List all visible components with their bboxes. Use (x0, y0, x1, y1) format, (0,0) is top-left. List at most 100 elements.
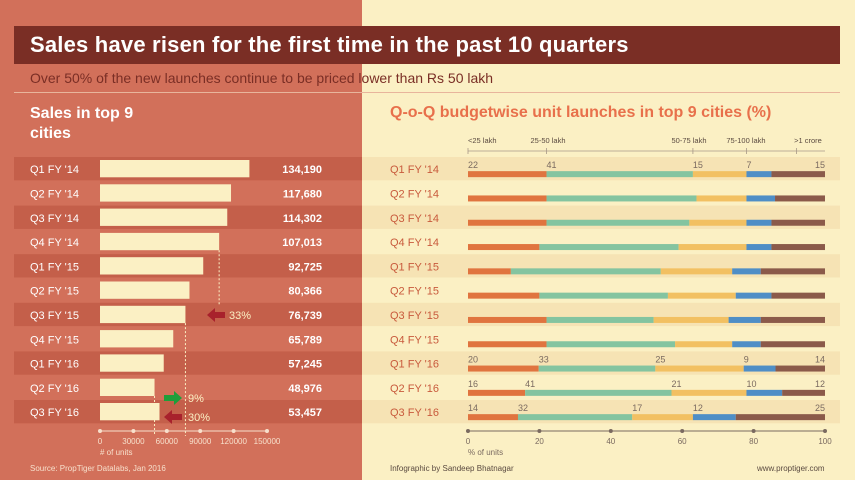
mix-segment (539, 292, 668, 299)
mix-x-tick-label: 80 (749, 437, 758, 446)
mix-category-label: Q3 FY '14 (390, 213, 439, 225)
mix-segment (468, 365, 539, 372)
sales-category-label: Q2 FY '15 (30, 286, 79, 298)
sales-value-label: 48,976 (288, 383, 322, 395)
mix-category-label: Q2 FY '15 (390, 286, 439, 298)
sales-value-label: 134,190 (282, 164, 322, 176)
mix-value-label: 16 (468, 379, 478, 389)
sales-chart-title: Sales in top 9 cities (30, 105, 134, 142)
subtitle-divider (14, 92, 840, 93)
mix-segment-header: <25 lakh (468, 136, 497, 145)
sales-value-label: 117,680 (283, 188, 322, 200)
mix-value-label: 22 (468, 160, 478, 170)
sales-bar (100, 378, 155, 396)
sales-category-label: Q1 FY '14 (30, 164, 79, 176)
mix-segment (678, 244, 747, 251)
mix-segment (771, 292, 825, 299)
mix-segment (546, 219, 690, 226)
mix-category-label: Q1 FY '15 (390, 261, 439, 273)
sales-category-label: Q3 FY '16 (30, 407, 79, 419)
mix-segment (689, 219, 747, 226)
mix-segment (692, 171, 747, 178)
sales-category-label: Q2 FY '16 (30, 383, 79, 395)
mix-segment (771, 171, 825, 178)
mix-category-label: Q4 FY '15 (390, 334, 439, 346)
mix-category-label: Q4 FY '14 (390, 237, 439, 249)
mix-segment (655, 365, 744, 372)
mix-segment (653, 316, 729, 323)
mix-segment (735, 414, 825, 421)
sales-category-label: Q4 FY '14 (30, 237, 79, 249)
mix-x-tick (751, 429, 756, 433)
sales-x-axis-label: # of units (100, 448, 132, 457)
mix-x-axis-label: % of units (468, 448, 503, 457)
sales-x-tick (98, 429, 102, 433)
mix-value-label: 7 (746, 160, 751, 170)
mix-segment (546, 195, 697, 202)
sales-value-label: 92,725 (288, 261, 322, 273)
decline-arrow (164, 410, 182, 424)
mix-segment (468, 341, 547, 348)
mix-value-label: 17 (632, 403, 642, 413)
sales-value-label: 76,739 (288, 310, 322, 322)
sales-value-label: 107,013 (282, 237, 322, 249)
mix-segment (732, 268, 761, 275)
mix-segment (468, 316, 547, 323)
mix-x-tick-label: 0 (466, 437, 471, 446)
mix-category-label: Q1 FY '16 (390, 359, 439, 371)
sales-value-label: 57,245 (288, 359, 322, 371)
sales-x-tick (231, 429, 236, 433)
rise-arrow (164, 391, 182, 405)
mix-value-label: 32 (518, 403, 528, 413)
mix-segment (760, 341, 825, 348)
mix-segment (539, 244, 679, 251)
mix-value-label: 12 (693, 403, 703, 413)
mix-segment (632, 414, 693, 421)
mix-value-label: 9 (744, 355, 749, 365)
mix-x-tick (466, 429, 470, 433)
mix-segment (732, 341, 761, 348)
mix-category-label: Q1 FY '14 (390, 164, 439, 176)
mix-segment (517, 414, 633, 421)
mix-value-label: 14 (468, 403, 478, 413)
mix-segment (746, 244, 772, 251)
mix-segment (546, 316, 654, 323)
sales-x-tick-label: 60000 (156, 437, 179, 446)
annotation-label: 9% (188, 393, 204, 405)
sales-x-tick-label: 0 (98, 437, 103, 446)
title-bar: Sales have risen for the first time in t… (14, 26, 840, 64)
sales-bar (100, 208, 228, 226)
mix-x-tick-label: 60 (678, 437, 687, 446)
mix-value-label: 12 (815, 379, 825, 389)
mix-segment (538, 365, 656, 372)
mix-segment (692, 414, 736, 421)
sales-bar (100, 281, 190, 299)
mix-segment (746, 195, 776, 202)
mix-x-tick (537, 429, 542, 433)
mix-segment (667, 292, 736, 299)
mix-x-tick (823, 429, 827, 433)
mix-value-label: 14 (815, 355, 825, 365)
mix-category-label: Q2 FY '16 (390, 383, 439, 395)
sales-bar (100, 354, 164, 372)
sales-value-label: 80,366 (288, 286, 322, 298)
mix-segment (771, 219, 825, 226)
sales-bar (100, 403, 160, 421)
mix-x-tick (608, 429, 613, 433)
mix-value-label: 10 (746, 379, 756, 389)
sales-x-tick (265, 429, 269, 433)
mix-value-label: 41 (547, 160, 557, 170)
sales-category-label: Q1 FY '16 (30, 359, 79, 371)
sales-bar (100, 257, 204, 275)
mix-value-label: 15 (815, 160, 825, 170)
sales-bar (100, 305, 186, 324)
sales-value-label: 114,302 (283, 213, 322, 225)
sales-bar (100, 184, 232, 202)
sales-x-tick (198, 429, 203, 433)
mix-segment (468, 219, 547, 226)
mix-category-label: Q3 FY '16 (390, 407, 439, 419)
annotation-label: 33% (229, 310, 251, 322)
mix-segment (760, 316, 825, 323)
mix-value-label: 15 (693, 160, 703, 170)
